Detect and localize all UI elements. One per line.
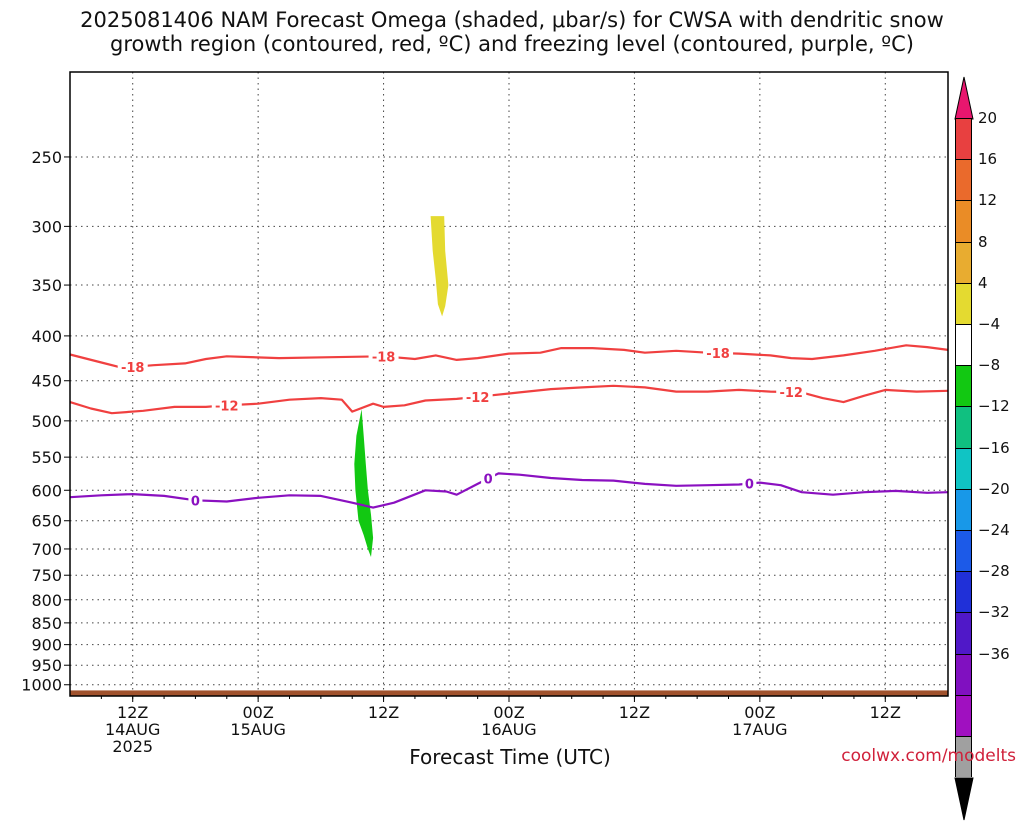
colorbar-box (955, 282, 972, 324)
contour-label: 0 (745, 478, 754, 493)
contour-label: -12 (779, 386, 803, 401)
colorbar-box (955, 200, 972, 242)
contour-label-bg (703, 344, 734, 361)
colorbar-level-label: 8 (978, 232, 988, 251)
colorbar-box (955, 447, 972, 489)
y-tick-label: 800 (31, 591, 62, 610)
colorbar-box (955, 118, 972, 160)
colorbar-level-label: −8 (978, 356, 1001, 375)
colorbar-level-label: −24 (978, 521, 1010, 539)
colorbar-top-fill (953, 76, 974, 120)
colorbar-level-label: −20 (978, 479, 1010, 498)
colorbar-box (955, 612, 972, 654)
contour-label-bg (188, 492, 203, 509)
colorbar-level-label: 12 (978, 191, 998, 210)
omega-shade (430, 216, 449, 317)
contour-line-0 (69, 472, 949, 509)
x-axis-title: Forecast Time (UTC) (409, 745, 611, 769)
x-tick-label: 12Z (368, 703, 399, 722)
contour-label-bg (211, 397, 242, 414)
contour-label-bg (742, 475, 757, 492)
contour-label: 0 (484, 473, 493, 488)
y-tick-label: 550 (31, 448, 62, 467)
x-tick-label: 2025 (112, 737, 153, 756)
colorbar-box (955, 653, 972, 695)
y-axis: 250 300 350 400 450 500 550 600 650 700 750 800 850 9… (21, 148, 70, 695)
terrain-band (70, 690, 948, 696)
x-tick-label: 17AUG (732, 720, 787, 739)
contour-label: -12 (215, 399, 239, 414)
colorbar-box (955, 530, 972, 572)
colorbar-bottom-fill (953, 777, 974, 821)
y-tick-label: 700 (31, 540, 62, 559)
y-tick-label: 400 (31, 327, 62, 346)
contour-label-bg (481, 470, 496, 487)
y-tick-label: 500 (31, 412, 62, 431)
contour-label: -18 (121, 361, 145, 376)
y-tick-label: 650 (31, 512, 62, 531)
colorbar-level-label: −4 (978, 315, 1001, 333)
colorbar-box (955, 488, 972, 530)
x-tick-label: 00Z (493, 703, 524, 722)
colorbar-level-label: −32 (978, 603, 1010, 622)
colorbar-box (955, 694, 972, 736)
contour-line--18 (69, 344, 949, 369)
colorbar-box (955, 241, 972, 283)
colorbar-box (955, 324, 972, 366)
contour-labels: -18 -18 -18 -12 -12 -12 0 0 0 (117, 344, 807, 509)
contour-label: -12 (466, 391, 490, 406)
y-tick-label: 850 (31, 614, 62, 633)
contour-label-bg (776, 384, 807, 401)
y-tick-label: 950 (31, 656, 62, 675)
grid-lines (70, 72, 948, 696)
omega-shading (354, 216, 449, 557)
colorbar-level-label: −12 (978, 397, 1010, 416)
contour-line--12 (69, 384, 949, 415)
x-tick-label: 12Z (870, 703, 901, 722)
contour-label: -18 (372, 350, 396, 365)
x-tick-label: 00Z (744, 703, 775, 722)
colorbar-level-label: 20 (978, 109, 998, 127)
terrain-fill (70, 690, 948, 696)
colorbar-box (955, 571, 972, 613)
chart-title: 2025081406 NAM Forecast Omega (shaded, μ… (80, 8, 944, 56)
contour-label: -18 (706, 347, 730, 362)
y-tick-label: 300 (31, 217, 62, 236)
y-tick-label: 600 (31, 481, 62, 500)
x-tick-label: 15AUG (230, 720, 285, 739)
y-tick-label: 250 (31, 148, 62, 167)
colorbar-box (955, 406, 972, 448)
colorbar-level-label: 4 (978, 273, 988, 292)
colorbar-level-label: −28 (978, 562, 1010, 581)
colorbar-top-triangle (953, 76, 974, 120)
chart-canvas: -18 -18 -18 -12 -12 -12 0 0 0 250 300 350 400 450 500… (21, 71, 949, 756)
colorbar-box (955, 365, 972, 407)
colorbar-box (955, 736, 972, 778)
credit-link[interactable]: coolwx.com/modelts (841, 746, 1016, 766)
contour-label-bg (462, 388, 493, 405)
colorbar-level-label: 16 (978, 150, 998, 169)
colorbar-level-label: −16 (978, 438, 1010, 457)
contour-label-bg (117, 358, 148, 375)
y-tick-label: 1000 (21, 676, 62, 695)
colorbar-box (955, 159, 972, 201)
contour-label: 0 (191, 494, 200, 509)
y-tick-label: 750 (31, 566, 62, 585)
colorbar-bottom-triangle (953, 777, 974, 821)
x-tick-label: 00Z (242, 703, 273, 722)
x-tick-label: 12Z (619, 703, 650, 722)
x-tick-label: 14AUG (105, 720, 160, 739)
colorbar-level-label: −36 (978, 644, 1010, 663)
y-tick-label: 450 (31, 372, 62, 391)
omega-shade (354, 409, 374, 557)
x-tick-label: 12Z (117, 703, 148, 722)
x-tick-label: 16AUG (481, 720, 536, 739)
y-tick-label: 900 (31, 636, 62, 655)
y-tick-label: 350 (31, 276, 62, 295)
contour-label-bg (368, 348, 399, 365)
